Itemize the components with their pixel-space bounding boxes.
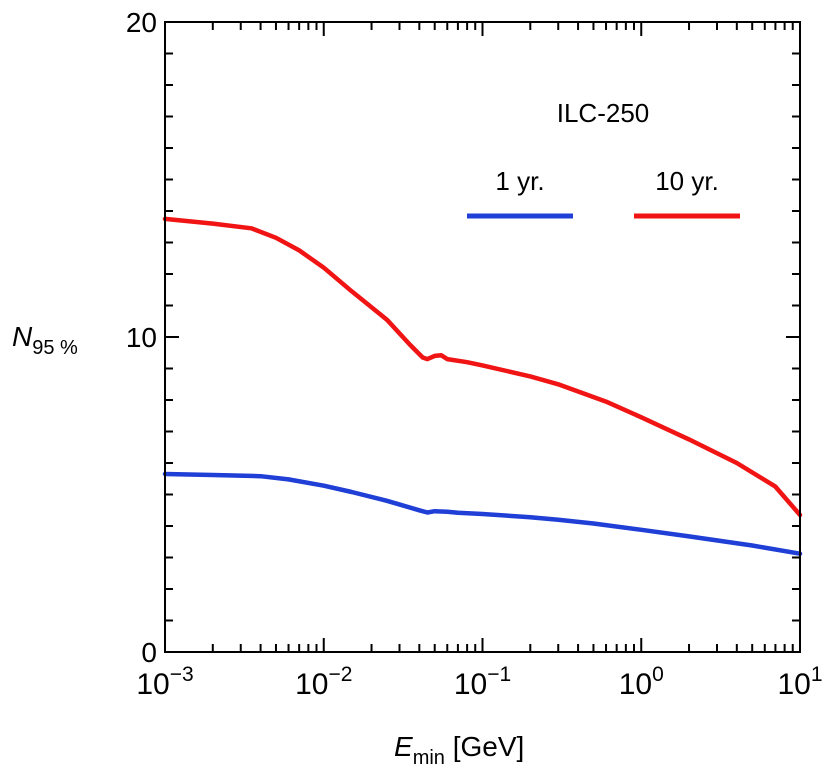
x-tick-label: 101 (777, 663, 822, 701)
series-line-1yr (162, 471, 803, 556)
legend-title: ILC-250 (557, 98, 650, 128)
series-layer (162, 216, 803, 556)
y-axis-label: N95 % (12, 321, 78, 359)
legend-label-1yr: 1 yr. (495, 166, 544, 196)
x-axis-label: Emin [GeV] (394, 731, 524, 769)
x-tick-label: 10−1 (454, 663, 511, 701)
x-tick-labels: 10−3 10−2 10−1 100 101 (136, 663, 822, 701)
y-tick-label: 10 (126, 322, 157, 353)
minor-ticks (165, 22, 800, 652)
legend-label-10yr: 10 yr. (655, 166, 719, 196)
y-tick-label: 0 (141, 637, 157, 668)
y-tick-labels: 0 10 20 (126, 7, 157, 668)
major-ticks (164, 21, 801, 653)
plot-frame (164, 21, 801, 653)
x-tick-label: 100 (619, 663, 664, 701)
y-tick-label: 20 (126, 7, 157, 38)
series-line-10yr (162, 216, 803, 518)
x-tick-label: 10−3 (136, 663, 193, 701)
legend: ILC-250 1 yr. 10 yr. (467, 98, 740, 219)
x-tick-label: 10−2 (295, 663, 352, 701)
